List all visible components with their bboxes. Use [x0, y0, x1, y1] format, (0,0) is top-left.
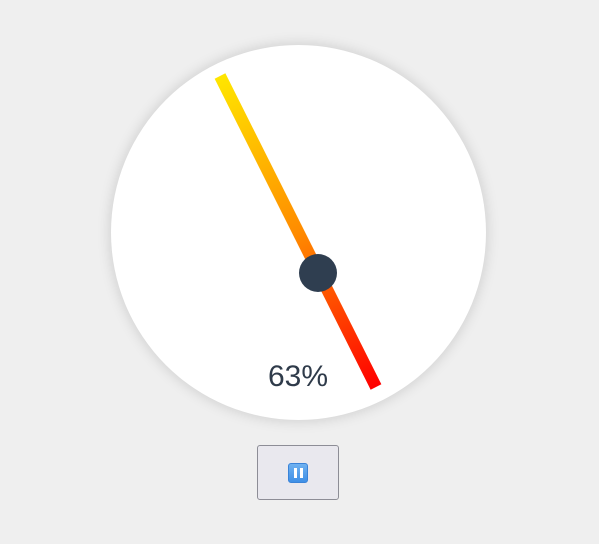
pause-icon [288, 462, 308, 483]
gauge-percent-label: 63% [267, 360, 329, 393]
pause-bar-right [299, 467, 303, 478]
pause-bar-left [293, 467, 297, 478]
pause-button[interactable] [257, 445, 339, 500]
